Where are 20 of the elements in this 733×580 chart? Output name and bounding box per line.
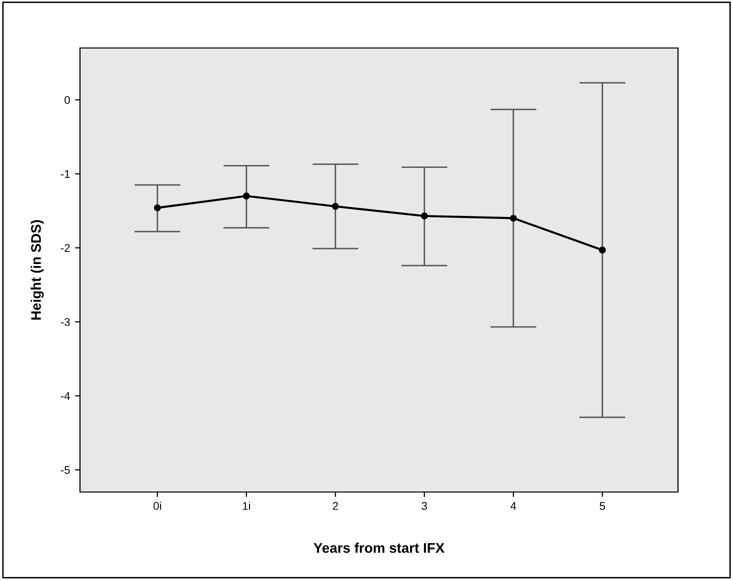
point (510, 214, 517, 222)
y-tick-label: -3 (60, 318, 70, 326)
y-tick-label: -2 (60, 244, 70, 252)
x-tick-label: 2 (332, 502, 338, 510)
x-axis-title: Years from start IFX (314, 542, 444, 553)
y-tick-label: 0 (64, 96, 70, 104)
x-tick-label: 5 (600, 502, 605, 510)
point (598, 246, 606, 254)
point (332, 202, 339, 210)
y-axis-title: Height (in SDS) (30, 220, 44, 320)
y-tick-label: -1 (60, 170, 70, 178)
point (242, 192, 250, 200)
x-tick-label: 0i (154, 502, 161, 510)
point (154, 204, 161, 212)
x-tick-label: 4 (510, 502, 516, 510)
point (420, 212, 428, 220)
y-tick-label: -5 (60, 466, 70, 474)
x-tick-label: 1i (242, 502, 250, 510)
y-tick-label: -4 (60, 392, 70, 400)
x-tick-label: 3 (422, 502, 427, 510)
